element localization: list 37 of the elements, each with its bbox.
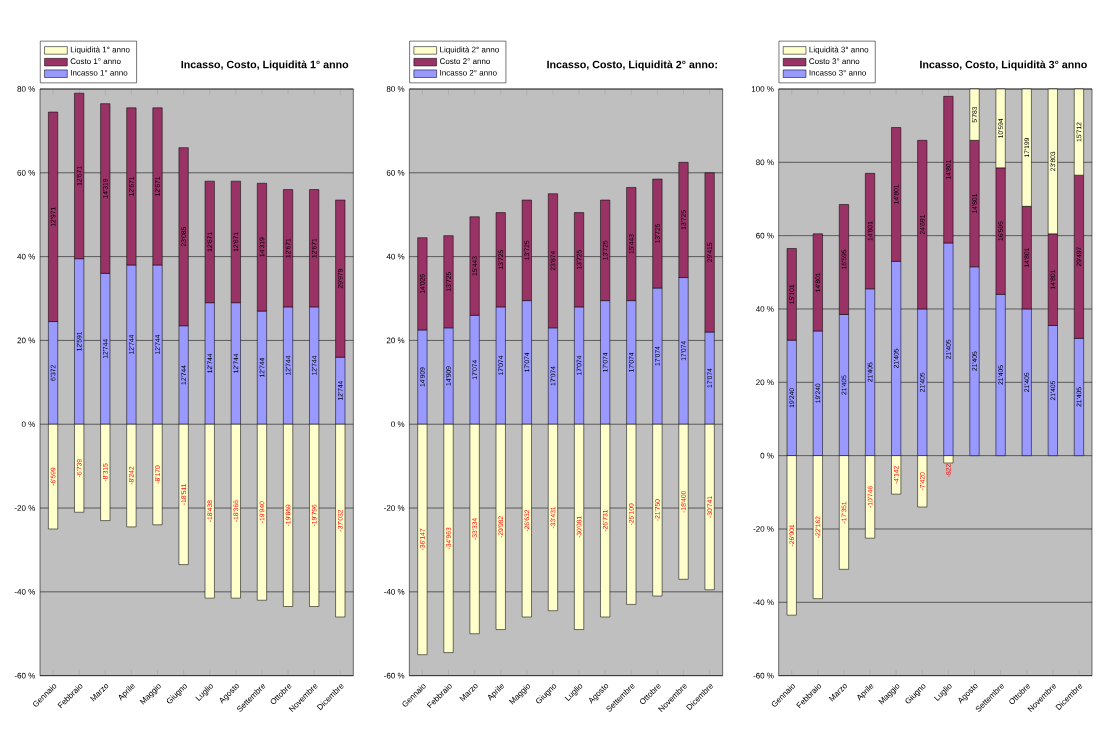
chart-title: Incasso, Costo, Liquidità 2° anno: xyxy=(547,60,717,71)
y-tick-label: 0 % xyxy=(21,421,36,428)
y-tick-label: 20 % xyxy=(17,337,36,344)
y-tick-label: 20 % xyxy=(386,337,405,344)
y-tick-label: -40 % xyxy=(384,589,405,595)
y-tick-label: 80 % xyxy=(756,159,774,166)
chart-title: Incasso, Costo, Liquidità 1° anno xyxy=(181,60,349,71)
y-tick-label: 40 % xyxy=(17,253,36,260)
y-tick-label: -60 % xyxy=(384,672,405,679)
y-tick-label: 60 % xyxy=(17,169,36,176)
y-tick-label: -60 % xyxy=(14,672,36,679)
y-tick-label: 0 % xyxy=(760,452,774,459)
y-tick-label: 40 % xyxy=(755,306,774,312)
legend-label: Costo 1° anno xyxy=(70,58,121,65)
y-tick-label: -20 % xyxy=(14,505,36,511)
y-tick-label: 100 % xyxy=(751,86,774,92)
y-tick-label: -60 % xyxy=(753,672,774,679)
legend-label: Incasso 2° anno xyxy=(440,69,497,76)
y-tick-label: 60 % xyxy=(756,232,774,239)
legend-label: Incasso 3° anno xyxy=(809,69,867,76)
y-tick-label: 40 % xyxy=(386,253,405,260)
chart-title: Incasso, Costo, Liquidità 3° anno xyxy=(920,60,1087,71)
legend-label: Costo 2° anno xyxy=(439,58,491,65)
legend-label: Liquidità 3° anno xyxy=(809,46,869,55)
y-tick-label: -20 % xyxy=(753,526,774,532)
y-tick-label: 80 % xyxy=(17,86,36,92)
y-tick-label: -20 % xyxy=(384,505,405,511)
legend-label: Liquidità 1° anno xyxy=(70,46,130,55)
y-tick-label: -40 % xyxy=(753,599,774,606)
y-tick-label: 20 % xyxy=(756,379,774,386)
y-tick-label: -40 % xyxy=(14,589,36,595)
y-tick-label: 80 % xyxy=(386,86,405,92)
legend-label: Liquidità 2° anno xyxy=(440,46,499,55)
legend-label: Incasso 1° anno xyxy=(70,69,128,76)
legend-label: Costo 3° anno xyxy=(809,58,860,65)
y-tick-label: 60 % xyxy=(386,169,405,176)
y-tick-label: 0 % xyxy=(391,421,405,428)
